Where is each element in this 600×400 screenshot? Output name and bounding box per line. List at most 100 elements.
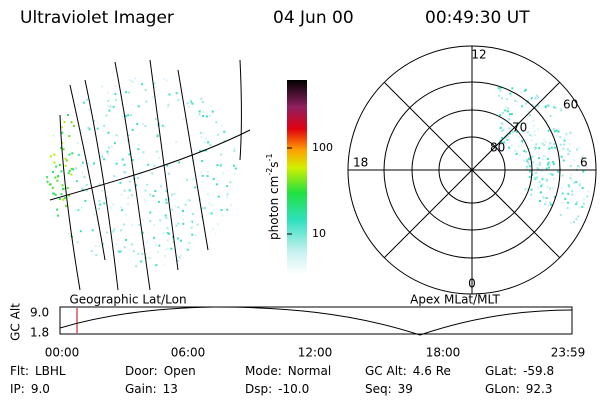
speckle xyxy=(81,206,84,209)
speckle xyxy=(57,228,60,231)
speckle xyxy=(212,177,215,180)
speckle xyxy=(120,209,123,212)
speckle xyxy=(46,180,49,183)
speckle xyxy=(561,201,564,204)
speckle xyxy=(564,197,567,200)
speckle xyxy=(552,187,555,190)
speckle xyxy=(67,114,70,117)
speckle xyxy=(68,169,71,172)
speckle xyxy=(221,124,224,127)
speckle xyxy=(110,146,113,149)
speckle xyxy=(66,84,69,87)
speckle xyxy=(543,144,546,147)
speckle xyxy=(523,149,526,152)
speckle xyxy=(124,238,127,241)
speckle xyxy=(72,124,75,127)
speckle xyxy=(581,205,584,208)
speckle xyxy=(233,173,236,176)
speckle xyxy=(214,96,217,99)
speckle xyxy=(57,248,60,251)
speckle xyxy=(234,147,237,150)
speckle xyxy=(123,246,126,249)
polar-plot-label: Apex MLat/MLT xyxy=(410,293,500,307)
speckle xyxy=(216,223,219,226)
speckle xyxy=(518,154,521,157)
speckle xyxy=(117,250,120,253)
speckle xyxy=(120,206,123,209)
speckle xyxy=(154,243,157,246)
speckle xyxy=(236,197,238,200)
speckle xyxy=(178,256,181,259)
speckle xyxy=(530,134,533,137)
speckle xyxy=(68,246,71,249)
speckle xyxy=(56,175,59,178)
label-sup: -2 xyxy=(265,168,274,176)
speckle xyxy=(151,172,154,175)
speckle xyxy=(520,90,523,93)
speckle xyxy=(46,77,49,80)
speckle xyxy=(531,103,534,106)
speckle xyxy=(79,164,82,167)
speckle xyxy=(67,172,70,175)
speckle xyxy=(497,87,500,90)
speckle xyxy=(533,172,536,175)
speckle xyxy=(93,213,96,216)
speckle xyxy=(188,105,191,108)
speckle xyxy=(568,185,571,188)
speckle xyxy=(572,220,575,223)
status-field: Flt: LBHL xyxy=(10,364,66,378)
speckle xyxy=(167,103,170,106)
speckle xyxy=(211,110,214,113)
speckle xyxy=(149,193,152,196)
speckle xyxy=(221,262,224,265)
speckle xyxy=(209,114,212,117)
speckle xyxy=(511,87,514,90)
speckle xyxy=(192,212,195,215)
speckle xyxy=(199,149,202,152)
speckle xyxy=(192,178,195,181)
speckle xyxy=(177,222,180,225)
speckle xyxy=(106,231,109,234)
speckle xyxy=(207,97,210,100)
speckle xyxy=(156,135,159,138)
speckle xyxy=(223,139,226,142)
speckle xyxy=(560,193,563,196)
speckle xyxy=(94,245,97,248)
speckle xyxy=(544,201,547,204)
speckle xyxy=(103,158,106,161)
speckle xyxy=(51,91,54,94)
speckle xyxy=(63,120,66,123)
field-label: GLon: xyxy=(485,382,520,396)
speckle xyxy=(167,172,170,175)
speckle xyxy=(553,106,556,109)
speckle xyxy=(87,162,90,165)
speckle xyxy=(78,88,81,91)
speckle xyxy=(166,232,169,235)
speckle xyxy=(135,265,138,268)
speckle xyxy=(60,193,63,196)
speckle xyxy=(107,99,110,102)
speckle xyxy=(508,132,511,135)
speckle xyxy=(569,165,572,168)
speckle xyxy=(196,223,199,226)
speckle xyxy=(70,167,73,170)
speckle xyxy=(571,193,574,196)
speckle xyxy=(198,110,201,113)
speckle xyxy=(152,236,155,239)
speckle xyxy=(115,134,118,137)
speckle xyxy=(181,264,184,267)
status-field: GLon: 92.3 xyxy=(485,382,552,396)
speckle xyxy=(136,123,139,126)
speckle xyxy=(194,233,197,236)
geographic-grid xyxy=(49,59,251,291)
speckle xyxy=(164,255,167,258)
speckle xyxy=(202,110,205,113)
speckle xyxy=(525,150,528,153)
speckle xyxy=(123,189,126,192)
speckle xyxy=(201,249,204,252)
speckle xyxy=(217,92,220,95)
altitude-xtick: 12:00 xyxy=(298,346,333,360)
speckle xyxy=(51,134,54,137)
speckle xyxy=(46,176,49,179)
speckle xyxy=(166,79,169,82)
